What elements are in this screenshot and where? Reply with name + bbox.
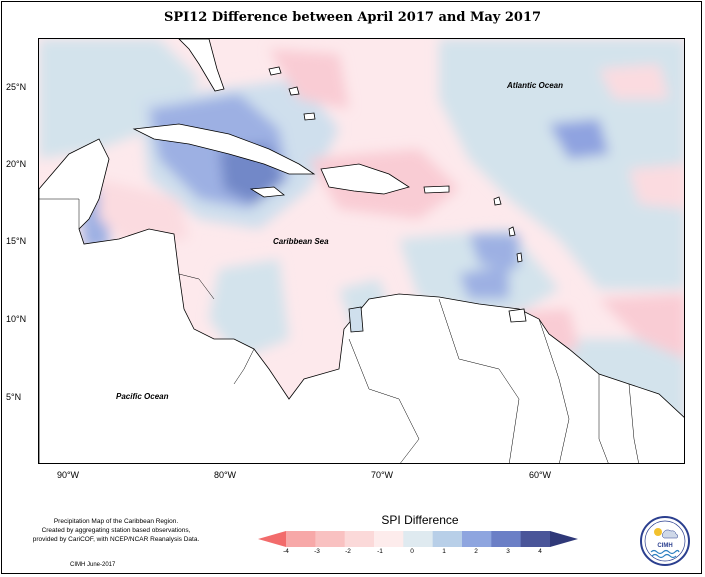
lon-tick-80w: 80°W [213,470,237,480]
lat-tick-20n: 20°N [6,159,27,169]
atlantic-ocean-label: Atlantic Ocean [507,81,564,90]
lat-tick-5n: 5°N [6,392,22,402]
cloud-icon [661,529,679,539]
legend-tick: -3 [314,548,320,555]
lat-tick-10n: 10°N [6,314,27,324]
precipitation-map [38,38,685,464]
legend-swatch [286,531,316,547]
legend-tick: 4 [538,548,542,555]
sun-icon [654,528,662,536]
legend-swatch [432,531,463,547]
lon-tick-90w: 90°W [56,470,80,480]
legend-swatches [286,531,551,547]
legend-title: SPI Difference [381,513,459,527]
credit-line-2: Created by aggregating station based obs… [41,527,191,534]
lon-tick-60w: 60°W [528,470,552,480]
legend-colorbar [258,531,578,547]
lon-tick-70w: 70°W [370,470,394,480]
legend-swatch [491,531,522,547]
land-outlines [39,39,684,463]
wave-icon [650,549,680,555]
legend-tick: -1 [377,548,383,555]
map-canvas [39,39,684,463]
legend-tick: -4 [283,548,289,555]
legend-arrow-left [258,531,286,547]
logo-text: CIMH [657,543,672,549]
legend-swatch [315,531,346,547]
legend-tick: 1 [442,548,446,555]
country-borders [39,198,639,463]
lat-tick-25n: 25°N [6,82,27,92]
legend-swatch [520,531,551,547]
legend-tick: 2 [474,548,478,555]
credit-date: CIMH June-2017 [70,562,116,568]
legend-swatch [403,531,434,547]
cimh-logo: CIMH [640,516,690,566]
legend-arrow-right [550,531,578,547]
credit-block: Precipitation Map of the Caribbean Regio… [6,517,226,544]
legend-swatch [462,531,492,547]
credit-line-1: Precipitation Map of the Caribbean Regio… [53,518,179,525]
map-title: SPI12 Difference between April 2017 and … [163,10,542,25]
legend-ticks: -4 -3 -2 -1 0 1 2 3 4 [258,548,578,558]
legend-tick: 3 [506,548,510,555]
caribbean-sea-label: Caribbean Sea [273,237,329,246]
legend-tick: 0 [410,548,414,555]
legend-swatch [344,531,375,547]
credit-line-3: provided by CariCOF, with NCEP/NCAR Rean… [32,536,200,543]
pacific-ocean-label: Pacific Ocean [116,392,169,401]
legend-tick: -2 [345,548,351,555]
legend-swatch [374,531,404,547]
lat-tick-15n: 15°N [6,236,27,246]
